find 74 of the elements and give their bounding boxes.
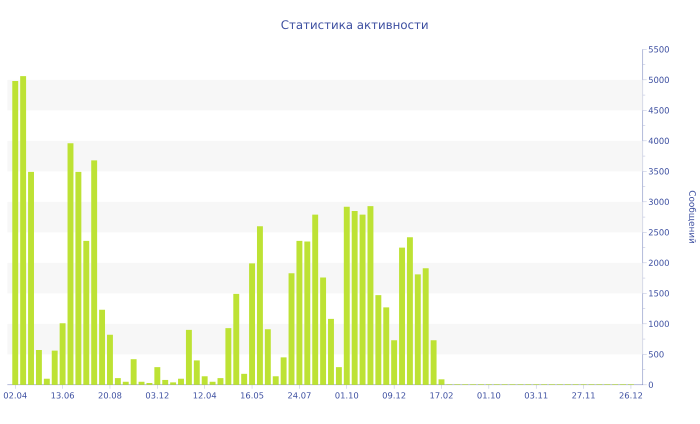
bar <box>186 330 192 385</box>
y-tick-label: 3000 <box>648 198 669 205</box>
x-tick-label: 12.04 <box>194 392 216 398</box>
bar <box>336 366 342 385</box>
bar <box>170 382 176 385</box>
x-tick-label: 16.05 <box>241 392 264 398</box>
y-tick-label: 3500 <box>648 168 669 174</box>
bar <box>360 214 366 385</box>
bar <box>296 240 302 385</box>
y-tick-label: 1000 <box>649 320 669 327</box>
bar <box>154 366 160 385</box>
bar <box>20 76 26 385</box>
y-tick-label: 500 <box>648 351 664 358</box>
bar <box>406 237 413 385</box>
bar <box>367 206 374 385</box>
bar <box>344 206 350 385</box>
bar <box>91 160 98 385</box>
y-tick-label: 5000 <box>648 76 669 83</box>
x-tick-label: 20.08 <box>98 392 122 398</box>
bar <box>399 247 405 385</box>
x-tick-label: 03.11 <box>524 392 548 398</box>
y-tick-label: 4000 <box>648 138 669 144</box>
y-tick-label: 0 <box>648 382 653 388</box>
y-axis-title: Сообщений <box>688 190 696 243</box>
x-tick-label: 01.10 <box>477 392 500 398</box>
bar <box>210 382 216 385</box>
bar <box>218 378 224 385</box>
bar <box>225 328 232 385</box>
bar <box>107 334 113 385</box>
bar <box>328 318 334 385</box>
bar <box>375 295 382 385</box>
bar <box>430 340 437 385</box>
x-tick-label: 26.12 <box>620 392 642 398</box>
bar <box>249 263 256 385</box>
y-tick-label: 2000 <box>648 260 669 266</box>
bar <box>233 294 240 385</box>
bar <box>280 357 287 385</box>
y-tick-label: 5500 <box>648 46 669 52</box>
bar <box>122 382 129 385</box>
bar <box>162 380 168 385</box>
bar <box>391 340 398 385</box>
bar <box>75 172 82 385</box>
bar <box>256 226 263 385</box>
bar <box>99 310 106 385</box>
bar <box>12 80 18 385</box>
x-tick-label: 02.04 <box>4 392 27 398</box>
bar <box>272 376 279 385</box>
bar <box>114 378 121 385</box>
bar <box>438 379 444 385</box>
bar <box>178 378 184 385</box>
x-tick-label: 17.02 <box>430 392 453 398</box>
bar <box>60 323 66 385</box>
bar <box>320 277 326 385</box>
bar <box>68 143 74 385</box>
chart-title: Статистика активности <box>281 20 428 29</box>
bar <box>264 329 271 385</box>
bar <box>28 172 34 385</box>
y-tick-label: 4500 <box>648 107 669 114</box>
bar <box>352 210 358 385</box>
x-tick-label: 24.07 <box>288 392 311 398</box>
x-tick-label: 27.11 <box>572 392 595 398</box>
bar <box>130 359 137 385</box>
bar <box>36 350 42 385</box>
y-tick-label: 2500 <box>648 229 669 236</box>
bar <box>83 240 90 385</box>
bar <box>288 273 294 385</box>
bar <box>383 307 390 385</box>
x-tick-label: 13.06 <box>52 392 74 398</box>
x-tick-label: 03.12 <box>146 392 168 398</box>
bar <box>241 374 248 385</box>
y-tick-label: 1500 <box>649 290 669 296</box>
x-tick-label: 01.10 <box>335 392 358 398</box>
x-tick-label: 09.12 <box>382 392 406 398</box>
bar <box>138 382 144 385</box>
